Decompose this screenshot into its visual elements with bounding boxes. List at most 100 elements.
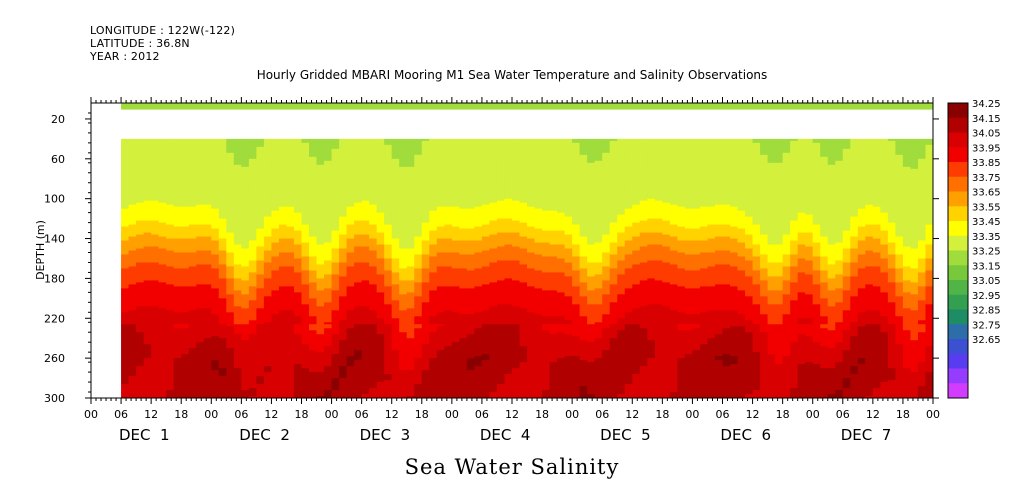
heatmap-cell	[241, 140, 250, 144]
heatmap-cell	[271, 104, 280, 108]
heatmap-cell	[121, 202, 130, 206]
heatmap-cell	[121, 296, 130, 299]
heatmap-cell	[391, 364, 400, 367]
heatmap-cell	[384, 382, 393, 385]
heatmap-cell	[271, 212, 280, 216]
heatmap-cell	[233, 346, 242, 349]
heatmap-cell	[181, 216, 190, 220]
heatmap-cell	[361, 162, 370, 166]
heatmap-cell	[271, 160, 280, 164]
heatmap-cell	[188, 388, 197, 391]
heatmap-cell	[188, 144, 197, 148]
heatmap-cell	[143, 318, 152, 321]
heatmap-cell	[293, 294, 303, 297]
heatmap-cell	[158, 154, 167, 158]
heatmap-cell	[128, 194, 137, 198]
heatmap-cell	[339, 308, 348, 311]
heatmap-cell	[166, 304, 175, 307]
heatmap-cell	[331, 138, 340, 142]
heatmap-cell	[211, 206, 220, 210]
heatmap-cell	[309, 220, 318, 224]
heatmap-cell	[173, 138, 182, 142]
heatmap-cell	[158, 152, 167, 156]
heatmap-cell	[181, 212, 190, 216]
heatmap-cell	[399, 148, 408, 152]
heatmap-cell	[151, 180, 160, 184]
heatmap-cell	[181, 103, 190, 106]
heatmap-cell	[196, 218, 205, 222]
heatmap-cell	[233, 222, 242, 226]
heatmap-cell	[316, 214, 325, 218]
heatmap-cell	[346, 328, 355, 331]
heatmap-cell	[369, 230, 378, 234]
heatmap-cell	[391, 196, 400, 200]
heatmap-cell	[346, 292, 355, 295]
heatmap-cell	[339, 103, 348, 106]
heatmap-cell	[136, 212, 145, 216]
heatmap-cell	[256, 218, 265, 222]
heatmap-cell	[151, 338, 160, 341]
heatmap-cell	[286, 396, 295, 398]
heatmap-cell	[331, 276, 340, 279]
heatmap-cell	[316, 258, 325, 262]
heatmap-cell	[361, 296, 370, 299]
heatmap-cell	[331, 160, 340, 164]
heatmap-cell	[369, 232, 378, 236]
heatmap-cell	[196, 276, 205, 279]
heatmap-cell	[339, 334, 348, 337]
heatmap-cell	[309, 250, 318, 254]
heatmap-cell	[376, 382, 385, 385]
heatmap-cell	[399, 174, 408, 178]
heatmap-cell	[324, 196, 333, 200]
heatmap-cell	[143, 208, 152, 212]
heatmap-cell	[384, 268, 393, 272]
heatmap-cell	[384, 156, 393, 160]
heatmap-cell	[346, 166, 355, 170]
heatmap-cell	[369, 342, 378, 345]
heatmap-cell	[369, 366, 378, 369]
heatmap-cell	[196, 162, 205, 166]
heatmap-cell	[188, 200, 197, 204]
heatmap-cell	[256, 328, 265, 331]
heatmap-cell	[331, 184, 340, 188]
heatmap-cell	[218, 176, 227, 180]
heatmap-cell	[211, 380, 220, 383]
heatmap-cell	[151, 354, 160, 357]
heatmap-cell	[136, 276, 145, 279]
heatmap-cell	[158, 272, 167, 276]
heatmap-cell	[211, 142, 220, 146]
heatmap-cell	[271, 394, 280, 397]
heatmap-cell	[196, 274, 205, 278]
heatmap-cell	[121, 396, 130, 398]
heatmap-cell	[354, 310, 363, 313]
heatmap-cell	[391, 300, 400, 303]
heatmap-cell	[256, 144, 265, 148]
heatmap-cell	[339, 320, 348, 323]
heatmap-cell	[166, 242, 175, 246]
heatmap-cell	[248, 250, 257, 254]
heatmap-cell	[181, 176, 190, 180]
heatmap-cell	[278, 154, 288, 158]
heatmap-cell	[376, 292, 385, 295]
heatmap-cell	[278, 328, 288, 331]
heatmap-cell	[151, 322, 160, 325]
heatmap-cell	[339, 212, 348, 216]
heatmap-cell	[339, 318, 348, 321]
heatmap-cell	[293, 104, 303, 108]
heatmap-cell	[369, 150, 378, 154]
heatmap-cell	[226, 346, 235, 349]
heatmap-cell	[384, 200, 393, 204]
heatmap-cell	[166, 376, 175, 379]
heatmap-cell	[369, 286, 378, 289]
heatmap-cell	[361, 396, 370, 398]
heatmap-cell	[188, 164, 197, 168]
heatmap-cell	[143, 138, 152, 142]
heatmap-cell	[248, 298, 257, 301]
heatmap-cell	[121, 294, 130, 297]
heatmap-cell	[203, 306, 212, 309]
heatmap-cell	[136, 178, 145, 182]
heatmap-cell	[128, 166, 137, 170]
heatmap-cell	[151, 228, 160, 232]
heatmap-cell	[316, 346, 325, 349]
heatmap-cell	[278, 320, 288, 323]
